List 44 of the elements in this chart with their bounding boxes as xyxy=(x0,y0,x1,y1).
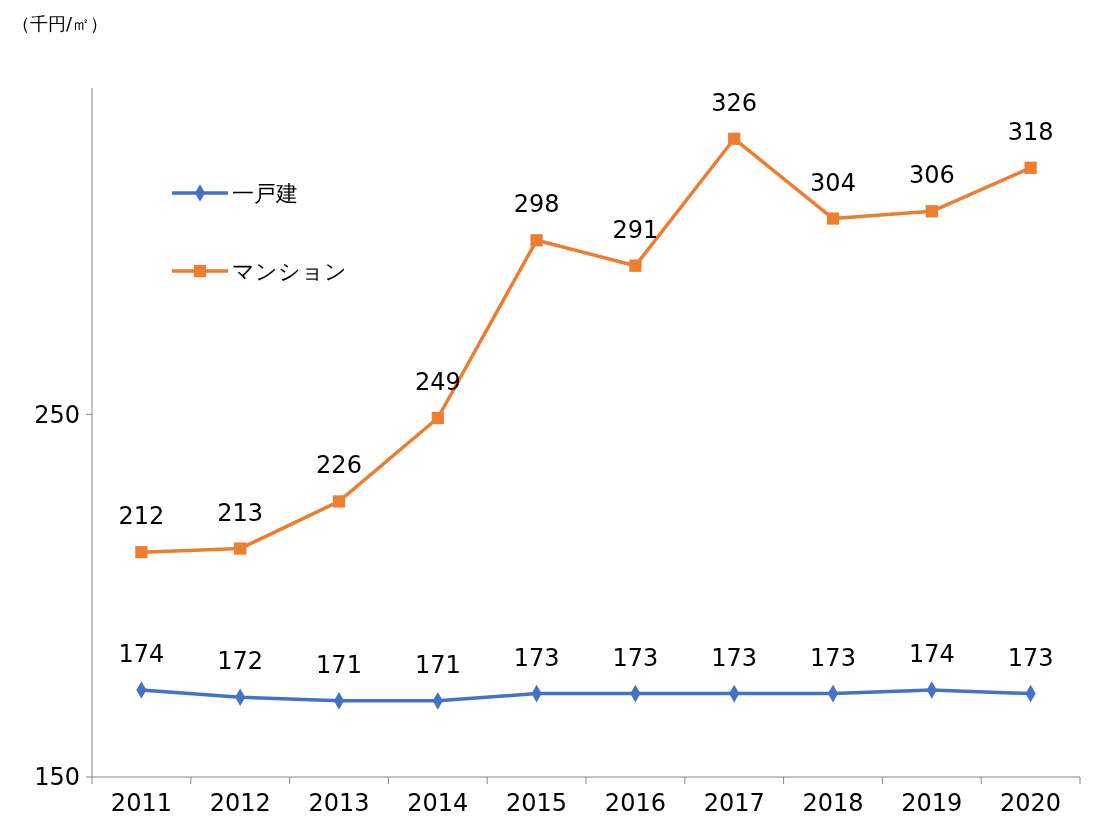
data-label: 306 xyxy=(908,161,955,190)
x-tick-label: 2011 xyxy=(110,789,172,817)
point xyxy=(234,542,247,555)
data-label: 171 xyxy=(316,650,362,679)
x-tick-label: 2019 xyxy=(901,789,963,817)
data-label: 173 xyxy=(513,643,560,672)
point xyxy=(1024,161,1037,174)
point xyxy=(530,234,543,247)
point xyxy=(431,411,444,425)
x-tick-label: 2017 xyxy=(703,789,765,817)
legend-label: マンション xyxy=(232,258,347,284)
x-tick-label: 2016 xyxy=(604,789,666,817)
x-tick-label: 2020 xyxy=(1000,789,1062,817)
point xyxy=(826,212,840,225)
y-tick-label: 250 xyxy=(34,400,80,429)
point xyxy=(135,546,148,559)
point xyxy=(332,495,346,508)
y-tick-label: 150 xyxy=(34,763,80,792)
x-tick-label: 2015 xyxy=(506,789,568,817)
data-label: 173 xyxy=(612,643,659,672)
data-label: 226 xyxy=(316,451,362,480)
point xyxy=(728,132,741,145)
data-label: 291 xyxy=(612,215,659,244)
legend-label: 一戸建 xyxy=(232,180,298,206)
x-tick-label: 2018 xyxy=(802,789,864,817)
data-label: 212 xyxy=(118,502,165,531)
data-label: 173 xyxy=(810,643,856,672)
data-label: 171 xyxy=(414,650,461,679)
x-tick-label: 2012 xyxy=(209,789,271,817)
point xyxy=(629,259,642,272)
x-tick-label: 2014 xyxy=(407,789,469,817)
data-label: 174 xyxy=(118,639,165,668)
data-label: 304 xyxy=(810,168,856,197)
data-label: 173 xyxy=(1007,643,1054,672)
data-label: 298 xyxy=(513,190,560,219)
data-label: 318 xyxy=(1007,117,1054,146)
y-axis-title: （千円/㎡） xyxy=(12,13,109,34)
point xyxy=(925,205,938,218)
data-label: 173 xyxy=(711,643,758,672)
data-label: 172 xyxy=(217,647,264,676)
data-label: 213 xyxy=(217,498,264,527)
x-tick-label: 2013 xyxy=(308,789,370,817)
data-label: 326 xyxy=(711,88,758,117)
data-label: 174 xyxy=(908,639,955,668)
